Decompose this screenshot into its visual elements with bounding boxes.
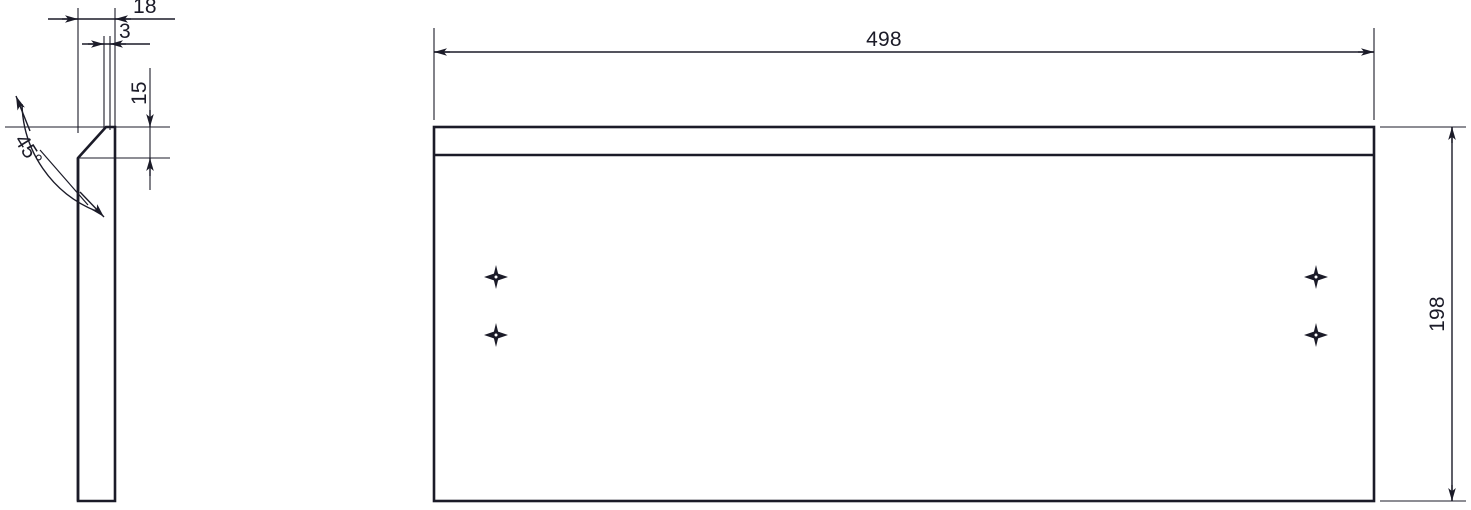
dim-arc-arrow-bottom [79, 191, 105, 218]
hole-top-left [484, 265, 508, 289]
dimension-3: 3 [82, 20, 150, 48]
dimension-498: 498 [433, 28, 1375, 120]
hole-marker-group [484, 265, 1328, 347]
dimension-15: 15 [128, 81, 154, 176]
dim-label-498: 498 [866, 28, 902, 51]
hole-bottom-left [484, 323, 508, 347]
dimension-18: 18 [48, 0, 175, 23]
dim-label-15: 15 [128, 81, 151, 105]
dim-label-18: 18 [133, 0, 157, 18]
side-profile-extension-lines [5, 8, 170, 190]
dim-label-198: 198 [1426, 296, 1449, 332]
panel-outline [432, 125, 1376, 503]
hole-center-bore [494, 275, 498, 279]
side-profile-outline [76, 125, 117, 503]
hole-center-bore [1314, 333, 1318, 337]
dim-arc-leader [39, 149, 89, 206]
hole-top-right [1304, 265, 1328, 289]
hole-center-bore [1314, 275, 1318, 279]
dim-arc-45 [21, 103, 97, 212]
front-face-view: 498 198 [432, 28, 1466, 503]
dimension-45-degree: 45° [10, 95, 105, 218]
hole-bottom-right [1304, 323, 1328, 347]
dimension-198: 198 [1380, 126, 1466, 502]
hole-center-bore [494, 333, 498, 337]
side-profile-view: 18 3 15 45° [5, 0, 175, 503]
dim-label-45: 45° [10, 130, 47, 170]
dim-label-3: 3 [119, 20, 131, 43]
dim-arc-arrow-top [15, 95, 31, 132]
